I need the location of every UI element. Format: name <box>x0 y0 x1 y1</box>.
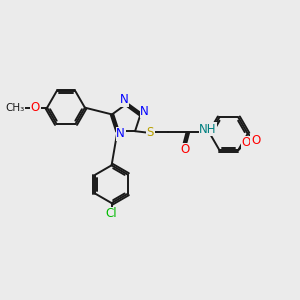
Text: O: O <box>180 143 189 156</box>
Text: O: O <box>31 101 40 114</box>
Text: O: O <box>251 134 260 147</box>
Text: NH: NH <box>199 123 217 136</box>
Text: O: O <box>242 136 251 149</box>
Text: N: N <box>120 93 128 106</box>
Text: N: N <box>140 105 149 118</box>
Text: CH₃: CH₃ <box>5 103 24 113</box>
Text: Cl: Cl <box>106 207 117 220</box>
Text: N: N <box>116 127 125 140</box>
Text: S: S <box>147 126 154 139</box>
